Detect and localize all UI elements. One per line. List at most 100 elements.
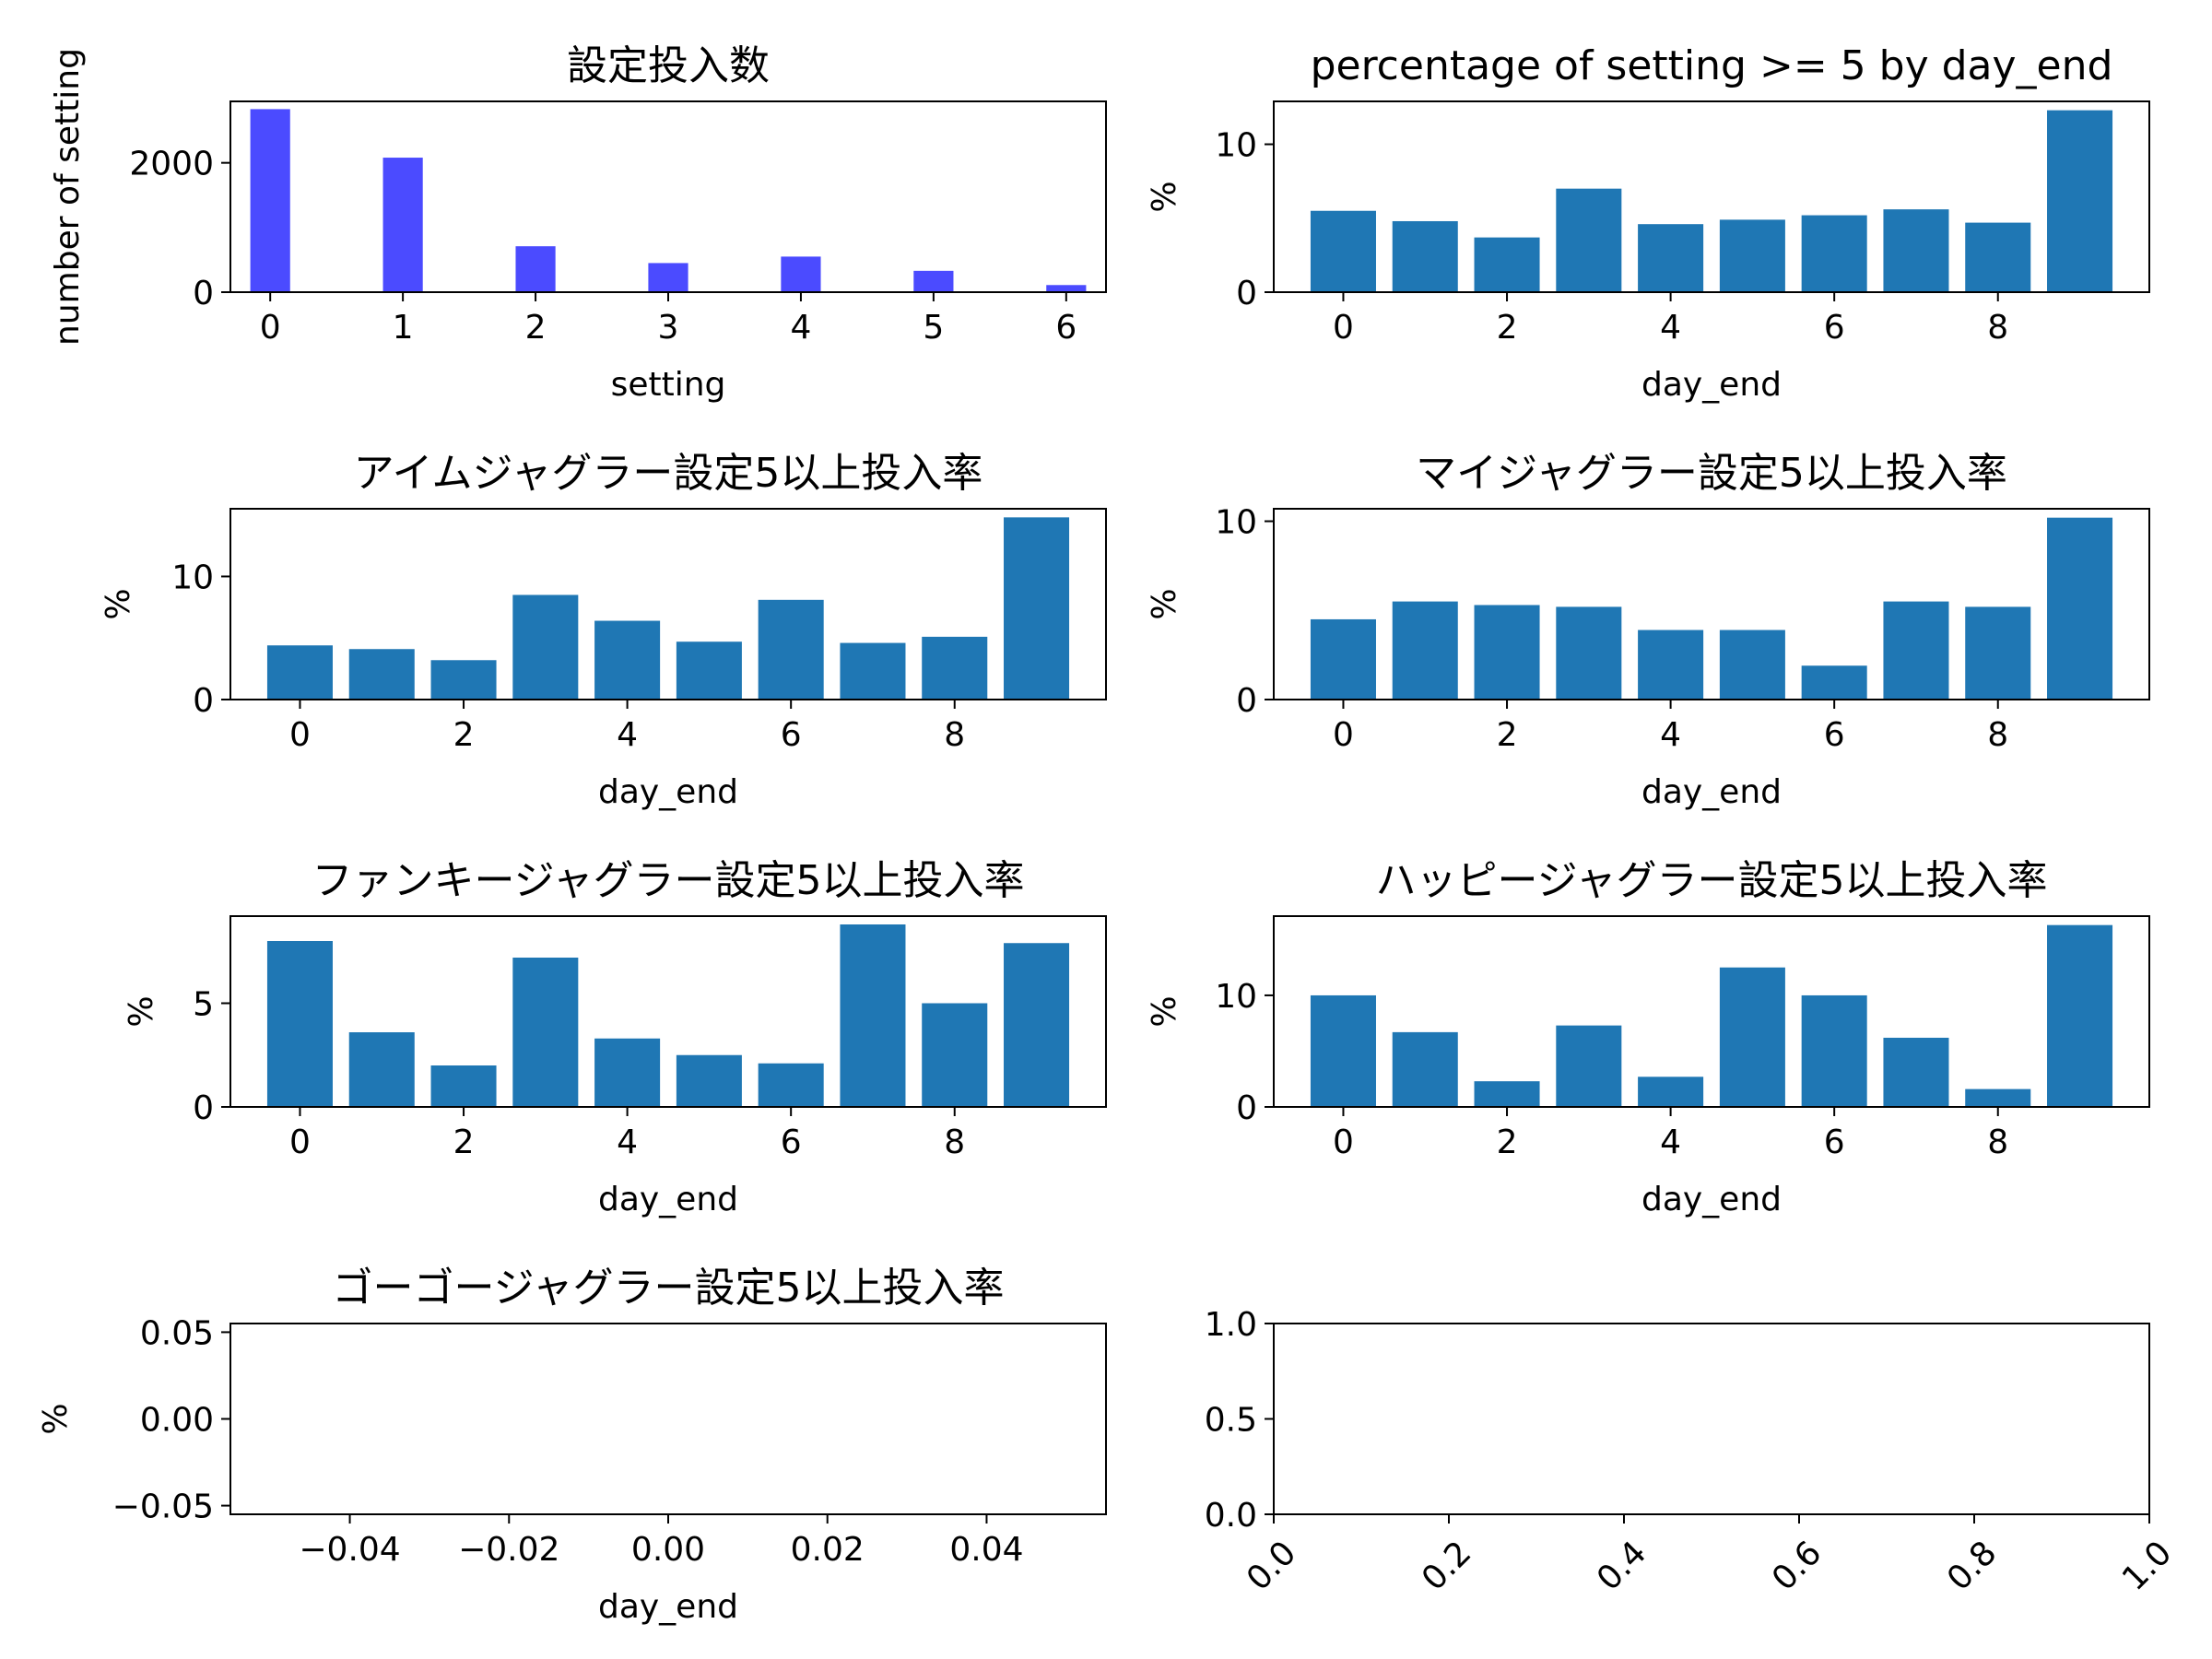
bar-5-8: [1965, 1088, 2031, 1107]
y-axis-label-5: %: [1146, 995, 1183, 1027]
bar-0-6: [1046, 285, 1087, 292]
bar-1-4: [1638, 224, 1704, 292]
y-tick-label-2-0: 0: [193, 682, 214, 720]
y-axis-label-4: %: [123, 995, 160, 1027]
chart-panel-0: 0 1 2 3 4 5 6 0 2000 設定投入数 setting number of settin…: [49, 42, 1107, 404]
x-tick-label-0-5: 5: [923, 309, 944, 347]
chart-title-4: ファンキージャグラー設定5以上投入率: [312, 857, 1025, 904]
bar-0-4: [781, 256, 821, 292]
bar-5-0: [1310, 994, 1376, 1107]
y-tick-label-0-0: 0: [193, 275, 214, 312]
chart-title-5: ハッピージャグラー設定5以上投入率: [1376, 857, 2048, 904]
x-tick-label-0-6: 6: [1055, 309, 1077, 347]
bar-3-5: [1719, 629, 1785, 700]
bar-2-7: [840, 642, 906, 700]
x-tick-label-0-3: 3: [658, 309, 679, 347]
x-tick-label-3-0: 0: [1333, 716, 1354, 754]
bar-4-3: [512, 958, 579, 1107]
bar-5-3: [1556, 1025, 1622, 1107]
x-tick-label-6-0: −0.04: [299, 1531, 400, 1569]
axes-frame-3: [1273, 508, 2150, 700]
bar-4-1: [348, 1032, 415, 1107]
bar-4-4: [594, 1038, 661, 1107]
bar-4-6: [758, 1063, 824, 1107]
y-tick-label-3-0: 0: [1236, 682, 1257, 720]
x-tick-label-3-3: 6: [1824, 716, 1845, 754]
bar-0-1: [382, 158, 423, 292]
y-axis-label-1: %: [1146, 181, 1183, 212]
bar-2-9: [1004, 517, 1070, 700]
bar-4-8: [922, 1003, 988, 1107]
bar-4-2: [430, 1065, 497, 1107]
bar-2-1: [348, 649, 415, 700]
chart-title-0: 設定投入数: [567, 42, 770, 89]
bar-1-2: [1474, 237, 1540, 292]
bar-5-5: [1719, 967, 1785, 1107]
x-tick-label-5-0: 0: [1333, 1124, 1354, 1161]
x-tick-label-3-2: 4: [1660, 716, 1681, 754]
x-axis-label-5: day_end: [1641, 1181, 1782, 1218]
chart-panel-1: 0 2 4 6 8 0 10 percentage of setting >= 5 by da…: [1146, 42, 2150, 404]
x-axis-label-2: day_end: [598, 773, 738, 811]
x-tick-label-5-1: 2: [1497, 1124, 1518, 1161]
bar-5-7: [1883, 1037, 1949, 1107]
x-tick-label-7-5: 1.0: [2115, 1534, 2179, 1597]
x-tick-label-2-3: 6: [781, 716, 802, 754]
bar-4-0: [266, 941, 333, 1107]
bar-4-5: [676, 1054, 742, 1107]
bar-1-6: [1801, 215, 1867, 292]
y-tick-label-1-0: 0: [1236, 275, 1257, 312]
bar-0-5: [913, 270, 954, 292]
bar-5-9: [2047, 924, 2113, 1107]
bar-3-3: [1556, 606, 1622, 700]
x-tick-label-7-1: 0.2: [1415, 1534, 1478, 1597]
bar-3-4: [1638, 629, 1704, 700]
x-tick-label-2-1: 2: [453, 716, 475, 754]
bar-2-0: [266, 645, 333, 700]
x-tick-label-5-4: 8: [1987, 1124, 2008, 1161]
bar-2-5: [676, 641, 742, 700]
x-tick-label-7-2: 0.4: [1590, 1534, 1653, 1597]
x-tick-label-4-0: 0: [289, 1124, 311, 1161]
y-tick-label-4-1: 5: [193, 986, 214, 1024]
bar-3-2: [1474, 605, 1540, 700]
x-tick-label-1-0: 0: [1333, 309, 1354, 347]
bar-5-1: [1392, 1031, 1458, 1107]
y-axis-label-0: number of setting: [49, 48, 87, 346]
y-tick-label-6-2: 0.05: [140, 1314, 214, 1352]
chart-panel-6: −0.04 −0.02 0.00 0.02 0.04 −0.05 0.00 0.05 ゴーゴージ…: [37, 1265, 1107, 1626]
bar-1-8: [1965, 222, 2031, 292]
chart-panel-4: 0 2 4 6 8 0 5 ファンキージャグラー設定5以上投入率 day_end%: [123, 857, 1107, 1218]
x-tick-label-7-3: 0.6: [1765, 1534, 1829, 1597]
x-tick-label-6-3: 0.02: [791, 1531, 865, 1569]
bar-3-6: [1801, 665, 1867, 700]
chart-title-2: アイムジャグラー設定5以上投入率: [354, 450, 983, 497]
bar-1-1: [1392, 220, 1458, 292]
bar-3-0: [1310, 618, 1376, 700]
x-tick-label-4-2: 4: [617, 1124, 638, 1161]
axes-frame-5: [1273, 915, 2150, 1108]
x-tick-label-0-4: 4: [790, 309, 811, 347]
bar-0-2: [515, 246, 556, 292]
y-axis-label-3: %: [1146, 588, 1183, 619]
x-tick-label-0-1: 1: [393, 309, 414, 347]
bar-0-3: [648, 263, 688, 292]
bar-3-9: [2047, 517, 2113, 700]
x-tick-label-6-1: −0.02: [458, 1531, 559, 1569]
bar-3-7: [1883, 601, 1949, 700]
chart-title-3: マイジャグラー設定5以上投入率: [1416, 450, 2007, 497]
y-tick-label-0-1: 2000: [129, 146, 214, 183]
bar-1-9: [2047, 110, 2113, 293]
x-tick-label-7-4: 0.8: [1940, 1534, 2004, 1597]
bar-1-3: [1556, 188, 1622, 292]
y-tick-label-3-1: 10: [1215, 504, 1257, 542]
y-tick-label-1-1: 10: [1215, 127, 1257, 165]
bar-1-7: [1883, 209, 1949, 292]
x-tick-label-4-1: 2: [453, 1124, 475, 1161]
bar-2-8: [922, 636, 988, 700]
bar-2-3: [512, 594, 579, 700]
bar-5-6: [1801, 994, 1867, 1107]
x-tick-label-1-3: 6: [1824, 309, 1845, 347]
y-tick-label-6-0: −0.05: [112, 1488, 214, 1526]
